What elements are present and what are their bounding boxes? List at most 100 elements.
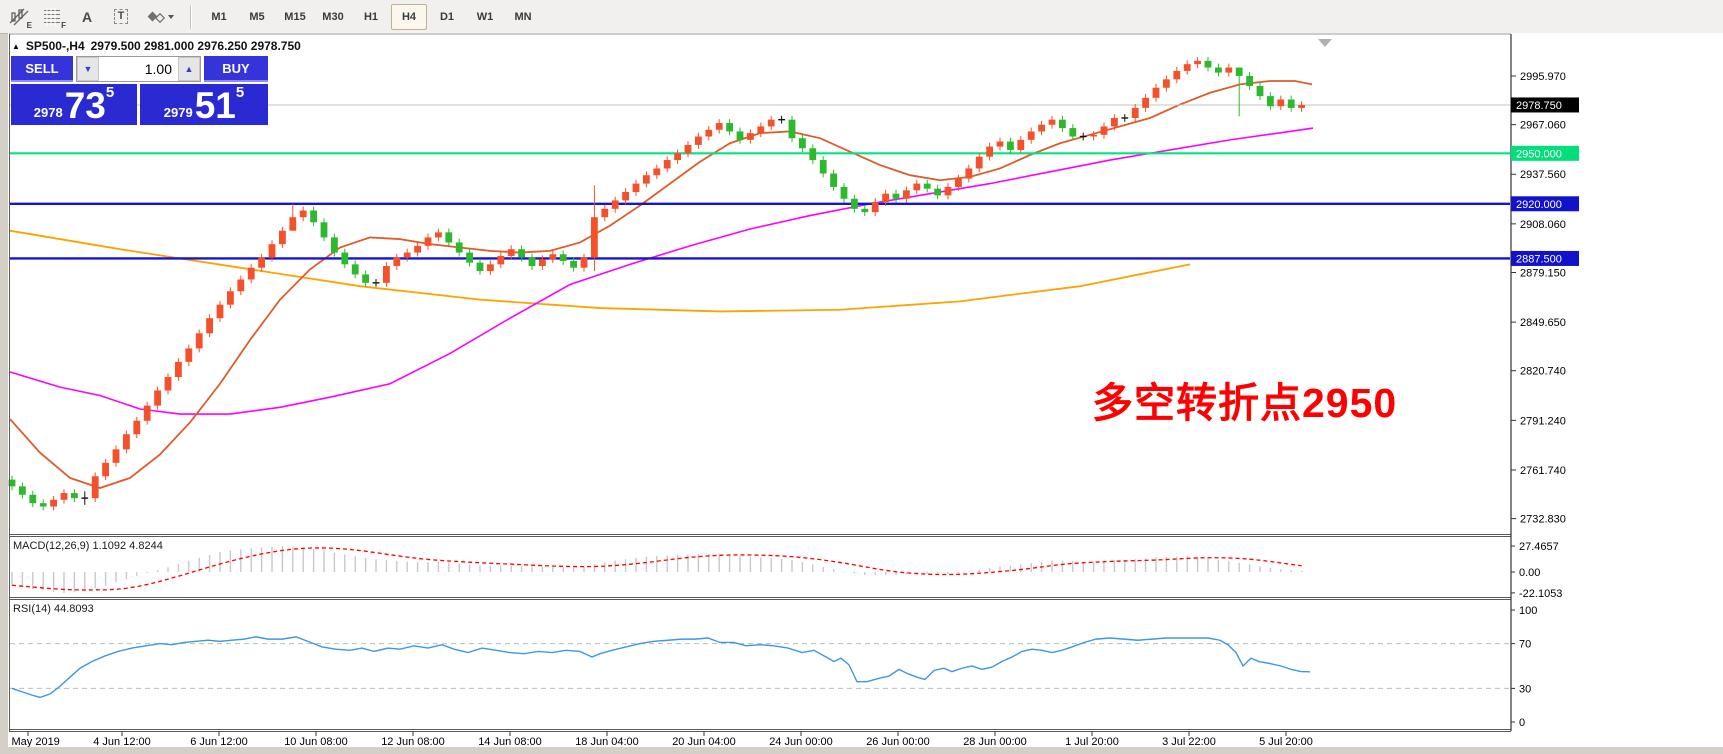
tf-m5-button[interactable]: M5 (249, 10, 265, 23)
text-label-tool[interactable]: A (72, 4, 102, 30)
candle-body (1173, 70, 1181, 80)
chart-canvas[interactable]: 2995.970 2967.060 2937.560 2908.060 2879.150… (8, 33, 1723, 747)
candle-body (726, 123, 733, 132)
shapes-dropdown[interactable] (140, 4, 180, 30)
volume-decrease-button[interactable]: ▼ (77, 57, 99, 81)
candle-body (393, 257, 401, 267)
candle-body (403, 252, 411, 258)
candle-body (1163, 79, 1170, 88)
macd-signal-line (11, 547, 1302, 591)
collapse-arrow-icon[interactable]: ▲ (12, 41, 20, 51)
candle-body (310, 210, 317, 223)
candle-body (986, 146, 993, 157)
sell-button[interactable]: SELL (11, 56, 73, 82)
price-tick-label: 2761.740 (1520, 465, 1566, 477)
price-tag-label: 2978.750 (1516, 100, 1562, 112)
candle-body (861, 208, 869, 213)
time-tick-label: 5 Jul 20:00 (1259, 736, 1313, 747)
price-tag (1511, 196, 1579, 212)
volume-increase-button[interactable]: ▲ (178, 57, 200, 81)
candle-body (1277, 99, 1285, 107)
rsi-pane[interactable] (10, 636, 1510, 699)
candle-body (518, 249, 525, 258)
price-axis[interactable]: 2995.970 2967.060 2937.560 2908.060 2879.150… (1511, 71, 1579, 729)
candle-body (91, 476, 99, 499)
tf-mn-button[interactable]: MN (514, 10, 532, 23)
time-tick-label: 31 May 2019 (8, 736, 60, 747)
candle-body (684, 144, 692, 154)
candle-body (799, 138, 806, 149)
candle-body (1059, 119, 1066, 129)
time-tick-label: 28 Jun 00:00 (963, 736, 1027, 747)
candle-body (1267, 96, 1274, 107)
sell-price[interactable]: 2978 73 5 (11, 84, 137, 125)
candle-body (851, 198, 858, 209)
candle-body (1235, 67, 1243, 76)
volume-input[interactable] (99, 57, 178, 81)
candle-body (882, 193, 889, 203)
chart-style-icon[interactable]: E (4, 4, 34, 30)
candle-body (39, 503, 47, 507)
candles-hatch-icon (9, 8, 29, 25)
text-box-tool[interactable]: T (106, 4, 136, 30)
one-click-trade-panel: SELL ▼ ▲ BUY 2978 73 5 2979 51 5 (11, 56, 268, 125)
tf-d1-button[interactable]: D1 (439, 10, 455, 23)
ohlc-values: 2979.500 2981.000 2976.250 2978.750 (90, 39, 301, 53)
price-tag (1511, 97, 1579, 113)
candle-body (227, 291, 234, 305)
candle-body (955, 178, 962, 187)
candle-body (154, 390, 161, 406)
candle-body (351, 264, 359, 275)
candle-body (362, 274, 369, 283)
candle-body (258, 257, 265, 268)
tf-h1-button[interactable]: H1 (363, 10, 379, 23)
tf-m1-button[interactable]: M1 (211, 10, 227, 23)
candle-body (268, 244, 276, 258)
time-tick-label: 14 Jun 08:00 (478, 736, 542, 747)
candle-body (944, 186, 952, 196)
grid-icon[interactable]: F (38, 4, 68, 30)
candle-body (622, 192, 629, 201)
candle-body (643, 175, 650, 184)
sell-price-big: 73 (64, 85, 106, 126)
price-tick-label: 2967.060 (1520, 120, 1566, 132)
candle-body (206, 318, 213, 334)
price-tag (1511, 145, 1579, 161)
candle-body (123, 434, 130, 450)
macd-pane[interactable] (11, 546, 1303, 593)
candle-body (903, 190, 910, 199)
time-axis[interactable]: 31 May 2019 4 Jun 12:00 6 Jun 12:00 10 Jun … (8, 731, 1313, 748)
symbol-period-label: SP500-,H4 (25, 39, 85, 53)
buy-button[interactable]: BUY (204, 56, 268, 82)
tf-m15-button[interactable]: M15 (284, 10, 306, 23)
candle-body (143, 405, 151, 421)
price-tick-label: 2879.150 (1520, 267, 1566, 279)
candle-body (923, 183, 931, 189)
candle-body (601, 208, 609, 218)
candle-body (653, 168, 661, 176)
pane-borders (9, 33, 1512, 732)
candle-body (507, 249, 515, 256)
candle-body (164, 377, 172, 391)
candle-body (476, 262, 484, 272)
candle-body (580, 257, 588, 268)
ma-slow-line (9, 229, 1191, 313)
candle-body (112, 449, 120, 463)
rsi-tick-label: 0 (1519, 717, 1525, 729)
tf-h4-button[interactable]: H4 (391, 3, 427, 30)
candle-body (1007, 141, 1014, 150)
tf-m30-button[interactable]: M30 (322, 10, 344, 23)
letter-a-icon: A (81, 8, 93, 25)
time-tick-label: 24 Jun 00:00 (769, 736, 833, 747)
chart-shift-marker[interactable] (1318, 39, 1332, 47)
candle-body (19, 486, 26, 495)
rsi-line (11, 636, 1311, 699)
candle-body (8, 479, 16, 487)
candle-body (611, 200, 619, 209)
time-tick-label: 26 Jun 00:00 (866, 736, 930, 747)
tf-w1-button[interactable]: W1 (476, 10, 494, 23)
candle-body (1298, 104, 1305, 108)
candle-body (1204, 60, 1212, 68)
buy-price[interactable]: 2979 51 5 (140, 84, 268, 125)
price-tag (1511, 250, 1579, 266)
